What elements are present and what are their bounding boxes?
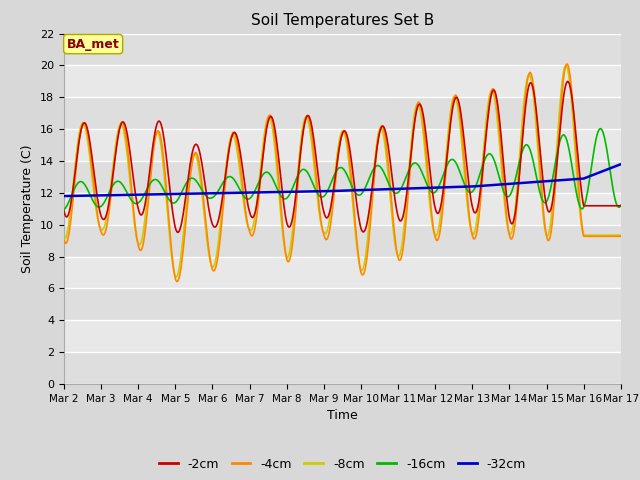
Bar	[64, 97, 621, 129]
X-axis label: Time: Time	[327, 409, 358, 422]
Title: Soil Temperatures Set B: Soil Temperatures Set B	[251, 13, 434, 28]
Bar	[64, 225, 621, 257]
Bar	[64, 288, 621, 320]
Bar	[64, 352, 621, 384]
Legend: -2cm, -4cm, -8cm, -16cm, -32cm: -2cm, -4cm, -8cm, -16cm, -32cm	[154, 453, 531, 476]
Text: BA_met: BA_met	[67, 37, 120, 50]
Bar	[64, 161, 621, 193]
Bar	[64, 34, 621, 65]
Y-axis label: Soil Temperature (C): Soil Temperature (C)	[22, 144, 35, 273]
